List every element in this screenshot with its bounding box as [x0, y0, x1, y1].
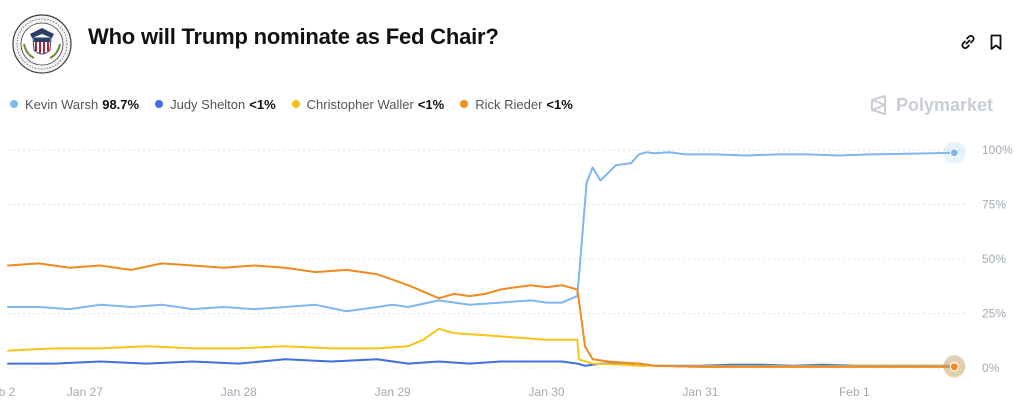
chart-gridlines: [8, 149, 968, 369]
federal-reserve-seal-icon: [12, 14, 72, 74]
brand-name: Polymarket: [896, 94, 994, 115]
legend-name: Rick Rieder: [475, 96, 543, 112]
series-line-christopher-waller[interactable]: [7, 327, 956, 368]
x-tick-label: Feb 1: [839, 385, 870, 399]
legend-dot: [460, 100, 469, 108]
header: Who will Trump nominate as Fed Chair?: [0, 0, 1024, 88]
legend-item-kevin-warsh[interactable]: Kevin Warsh 98.7%: [10, 97, 139, 112]
y-tick-label: 25%: [982, 307, 1006, 321]
legend-value: <1%: [546, 96, 573, 112]
link-icon[interactable]: [958, 32, 978, 52]
endpoint-dot-rick-rieder[interactable]: [949, 362, 959, 372]
chart-legend: Kevin Warsh 98.7% Judy Shelton <1% Chris…: [10, 94, 589, 114]
legend-item-judy-shelton[interactable]: Judy Shelton <1%: [155, 97, 276, 112]
y-tick-label: 50%: [982, 252, 1006, 266]
legend-dot: [291, 100, 300, 108]
legend-dot: [155, 100, 164, 108]
bookmark-icon[interactable]: [986, 32, 1006, 52]
x-tick-label: Jan 30: [529, 385, 565, 399]
x-tick-label: Jan 29: [375, 385, 411, 399]
page-title: Who will Trump nominate as Fed Chair?: [88, 24, 499, 49]
legend-value: 98.7%: [102, 96, 140, 112]
series-line-kevin-warsh[interactable]: [7, 151, 956, 313]
legend-dot: [10, 100, 18, 108]
legend-item-christopher-waller[interactable]: Christopher Waller <1%: [291, 96, 445, 112]
legend-name: Kevin Warsh: [25, 96, 99, 112]
legend-value: <1%: [417, 96, 445, 112]
chart-series: [7, 151, 956, 368]
chart-endpoint-markers: [943, 141, 966, 378]
series-line-rick-rieder[interactable]: [7, 262, 956, 368]
price-history-chart[interactable]: 100% 75% 50% 25% 0% Jan 27 Jan 28 Jan 29 Jan 30…: [0, 130, 1024, 416]
polymarket-logo-icon: [871, 95, 886, 115]
legend-item-rick-rieder[interactable]: Rick Rieder <1%: [460, 97, 573, 112]
polymarket-brand: Polymarket: [868, 92, 993, 118]
y-tick-label: 0%: [982, 361, 1000, 375]
y-axis-ticks: 100% 75% 50% 25% 0%: [982, 143, 1013, 375]
legend-value: <1%: [249, 96, 276, 112]
x-tick-label: Jan 31: [682, 385, 718, 399]
legend-name: Christopher Waller: [306, 96, 414, 112]
x-tick-label: Jan 28: [221, 385, 257, 399]
endpoint-dot-kevin-warsh[interactable]: [949, 148, 959, 158]
x-axis-ticks: Jan 27 Jan 28 Jan 29 Jan 30 Jan 31 Feb 1 Feb 2: [0, 385, 870, 399]
series-line-judy-shelton[interactable]: [7, 358, 956, 367]
x-tick-label: Jan 27: [67, 385, 103, 399]
x-tick-label: Feb 2: [0, 385, 16, 399]
legend-name: Judy Shelton: [170, 96, 246, 112]
y-tick-label: 75%: [982, 198, 1006, 212]
y-tick-label: 100%: [982, 143, 1013, 157]
